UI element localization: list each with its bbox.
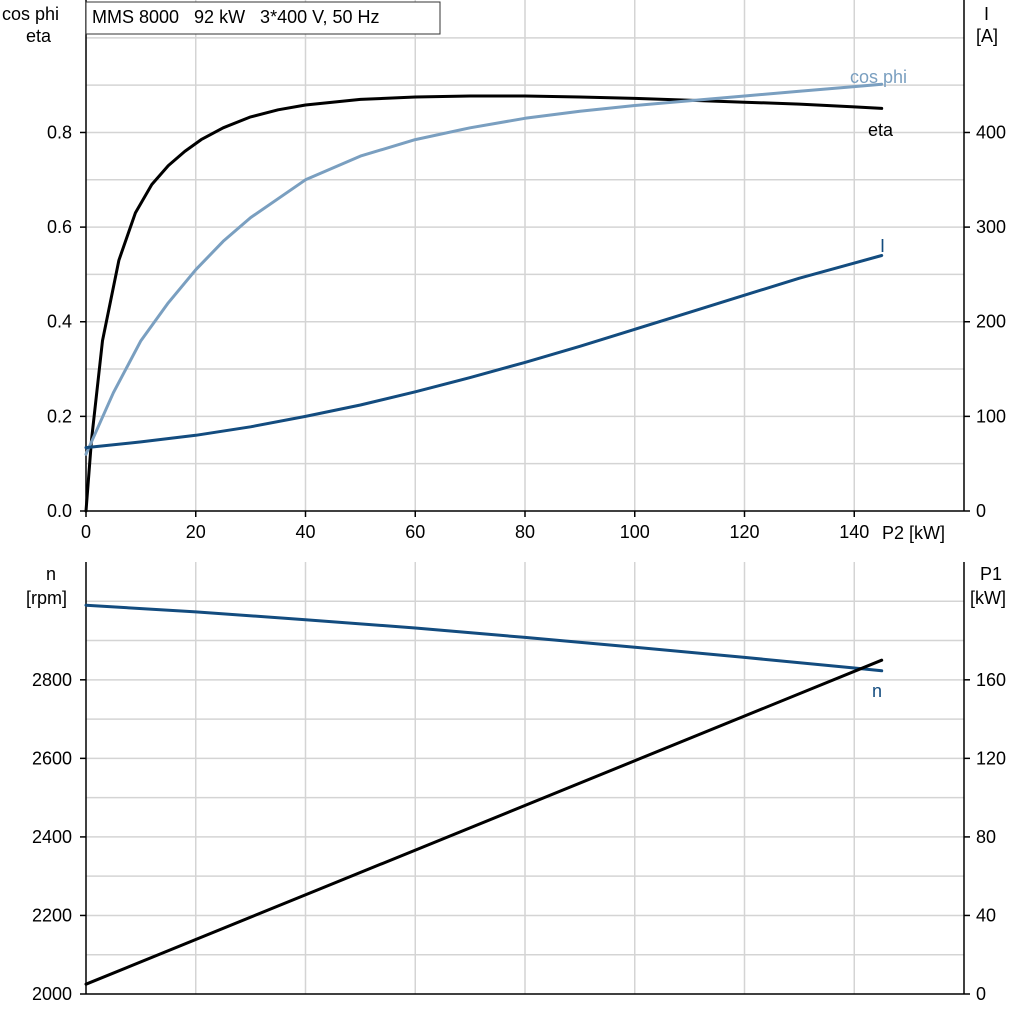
curve-label-eta: eta [868,120,894,140]
right-tick-label: 200 [976,312,1006,332]
series-n-line [84,603,884,673]
x-tick-label: 120 [729,522,759,542]
series-I-line [84,254,884,450]
right-tick-label: 300 [976,217,1006,237]
top-right-axis-label-1: I [984,4,989,24]
chart-title: MMS 8000 92 kW 3*400 V, 50 Hz [92,7,379,27]
right-tick-label: 80 [976,827,996,847]
x-tick-label: 100 [620,522,650,542]
left-tick-label: 2600 [32,748,72,768]
x-axis-label: P2 [kW] [882,523,945,543]
label-layer: cos phi eta In [850,67,907,701]
series-cos-phi-line [84,82,884,456]
grid-layer [86,0,964,994]
left-tick-label: 2200 [32,905,72,925]
left-tick-label: 0.0 [47,501,72,521]
right-tick-label: 0 [976,501,986,521]
right-tick-label: 40 [976,905,996,925]
title-box [85,1,441,35]
bottom-left-axis-label-2: [rpm] [26,588,67,608]
x-tick-label: 20 [186,522,206,542]
left-tick-label: 0.2 [47,406,72,426]
top-left-axis-label-1: cos phi [2,4,59,24]
x-tick-label: 0 [81,522,91,542]
x-tick-label: 40 [295,522,315,542]
left-tick-label: 0.8 [47,122,72,142]
curve-label-cos-phi: cos phi [850,67,907,87]
right-tick-label: 0 [976,984,986,1004]
series-eta-line [84,94,884,513]
bottom-left-axis-label-1: n [46,564,56,584]
left-tick-label: 0.4 [47,312,72,332]
bottom-right-axis-label-2: [kW] [970,588,1006,608]
x-tick-label: 140 [839,522,869,542]
curve-label-I: I [880,236,885,256]
left-tick-label: 2000 [32,984,72,1004]
top-right-axis-label-2: [A] [976,26,998,46]
x-tick-label: 60 [405,522,425,542]
curve-label-n: n [872,681,882,701]
x-tick-label: 80 [515,522,535,542]
right-tick-label: 100 [976,406,1006,426]
curve-layer [84,82,884,986]
series-P1-line [84,658,884,986]
left-tick-label: 2800 [32,670,72,690]
top-left-axis-label-2: eta [26,26,52,46]
bottom-right-axis-label-1: P1 [980,564,1002,584]
left-tick-label: 2400 [32,827,72,847]
left-tick-label: 0.6 [47,217,72,237]
right-tick-label: 160 [976,670,1006,690]
right-tick-label: 400 [976,122,1006,142]
right-tick-label: 120 [976,748,1006,768]
